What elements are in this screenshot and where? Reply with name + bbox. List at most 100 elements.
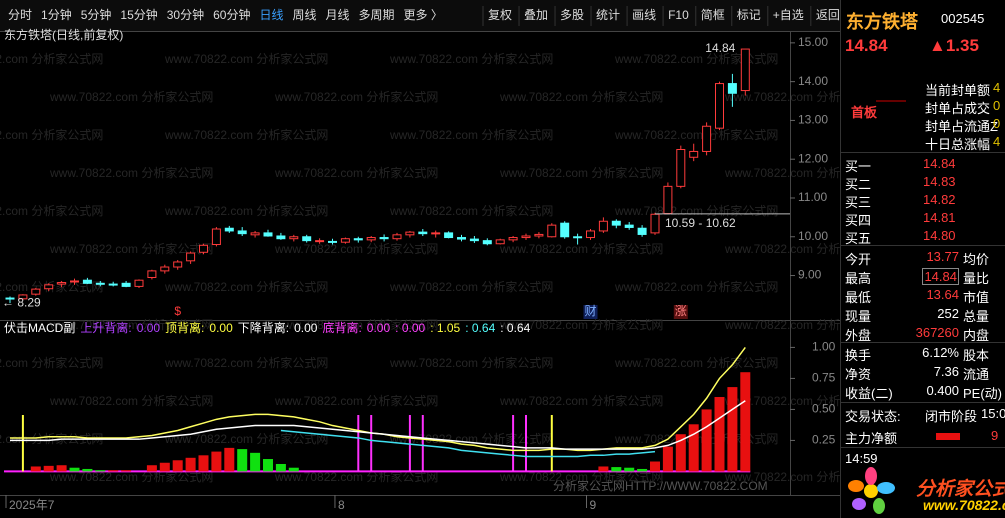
candle-body (663, 185, 673, 214)
watermark: www.70822.com 分析家公式网 (499, 165, 663, 180)
toolbar-button[interactable]: 叠加 (524, 8, 548, 22)
toolbar-button[interactable]: 简框 (701, 8, 725, 22)
toolbar-button[interactable]: +自选 (773, 8, 804, 22)
candle-body (289, 236, 299, 240)
marker-bg (583, 305, 598, 319)
histogram-bar (69, 467, 80, 472)
candle-body (366, 237, 376, 241)
histogram-bar (701, 409, 712, 472)
marker-bg (170, 305, 185, 319)
histogram-bar (714, 397, 725, 472)
toolbar-button[interactable]: 复权 (488, 8, 512, 22)
watermark: www.70822.com 分析家公式网 (274, 317, 438, 332)
toolbar-button[interactable]: 画线 (632, 8, 656, 22)
candle-body (379, 237, 389, 240)
toolbar-button[interactable]: 多股 (560, 8, 584, 22)
histogram-bar (108, 470, 119, 472)
candle-body (637, 227, 647, 235)
seal-value: 0 (993, 98, 1001, 113)
histogram-bar (740, 372, 751, 472)
watermark: www.70822.com 分析家公式网 (49, 241, 213, 256)
candle-body (495, 239, 505, 245)
stat-label: PE(动) (963, 386, 1003, 401)
seal-label: 十日总涨幅 (925, 137, 991, 152)
stat-label: 市值 (963, 290, 990, 305)
candle-body (224, 227, 234, 232)
stat-value: 14.84 (922, 268, 959, 285)
legend-item: 0.00 (294, 321, 318, 335)
watermark: www.70822.com 分析家公式网 (724, 393, 840, 408)
book-price: 14.81 (923, 210, 956, 225)
period-tab[interactable]: 15分钟 (120, 7, 157, 22)
period-tab[interactable]: 月线 (326, 8, 350, 22)
candle-body (147, 270, 157, 278)
period-tab[interactable]: 更多 〉 (404, 8, 443, 22)
toolbar-button[interactable]: 统计 (596, 8, 620, 22)
candle-body (211, 228, 221, 246)
histogram-bar (727, 387, 738, 472)
period-tab[interactable]: 周线 (292, 8, 316, 22)
y-tick-label: 10.00 (798, 229, 828, 243)
period-tab[interactable]: 多周期 (359, 8, 395, 22)
period-tab[interactable]: 5分钟 (81, 7, 112, 22)
legend-item: : 1.05 (430, 321, 460, 335)
y-tick-label: 11.00 (798, 190, 827, 204)
period-tab[interactable]: 1分钟 (41, 7, 72, 22)
watermark: www.70822.com 分析家公式网 (614, 51, 778, 66)
annotation: ← 8.29 (2, 295, 41, 309)
watermark: www.70822.com 分析家公式网 (389, 127, 553, 142)
histogram-bar (288, 467, 299, 472)
x-tick-label: 8 (338, 498, 345, 512)
watermark: www.70822.com 分析家公式网 (839, 431, 840, 446)
period-tab[interactable]: 60分钟 (213, 7, 250, 22)
stat-label: 今开 (845, 252, 872, 267)
marker: 涨 (675, 303, 687, 318)
candle-body (457, 237, 466, 240)
toolbar-button[interactable]: F10 (668, 8, 689, 22)
candle-body (689, 150, 699, 158)
candle-body (598, 220, 608, 232)
watermark: www.70822.com 分析家公式网 (164, 203, 328, 218)
toolbar-button[interactable]: 返回 (816, 8, 840, 22)
watermark: www.70822.com 分析家公式网 (164, 127, 328, 142)
candle-body (573, 236, 583, 239)
watermark: www.70822.com 分析家公式网 (0, 203, 103, 218)
candle-body (173, 261, 183, 268)
y-tick-label: 9.00 (798, 268, 822, 282)
period-tab[interactable]: 分时 (8, 8, 32, 22)
period-tab[interactable]: 日线 (259, 8, 283, 22)
candle-body (160, 266, 170, 272)
annotation: 10.59 - 10.62 (665, 216, 736, 230)
book-label: 买三 (845, 195, 872, 210)
candle-body (444, 232, 454, 239)
candle-body (263, 232, 273, 237)
candle-body (740, 48, 750, 92)
candle-body (702, 125, 712, 152)
histogram-bar (624, 467, 635, 472)
stat-label: 最低 (845, 290, 872, 305)
quote-panel: 东方铁塔 002545 14.84 ▲1.35 首板 分析家公式网 www.70… (840, 0, 1005, 518)
marker-bg (673, 305, 688, 319)
book-price: 14.80 (923, 228, 956, 243)
candle-body (70, 280, 79, 283)
book-label: 买四 (845, 213, 872, 228)
watermark: www.70822.com 分析家公式网 (839, 355, 840, 370)
legend-item: 0.00 (137, 321, 161, 335)
histogram-bar (121, 470, 132, 472)
candle-body (676, 149, 686, 187)
watermark: www.70822.com 分析家公式网 (724, 317, 840, 332)
histogram-bar (637, 468, 648, 472)
watermark: www.70822.com 分析家公式网 (389, 203, 553, 218)
histogram-bar (250, 452, 261, 472)
toolbar-button[interactable]: 标记 (737, 8, 761, 22)
candle-body (186, 252, 196, 262)
book-label: 买五 (845, 231, 872, 246)
watermark: www.70822.com 分析家公式网 (499, 469, 663, 484)
watermark: www.70822.com 分析家公式网 (0, 355, 103, 370)
stat-label: 总量 (963, 309, 990, 324)
period-tab[interactable]: 30分钟 (167, 7, 204, 22)
y-tick-label: 12.00 (798, 151, 828, 165)
marker: $ (174, 304, 181, 318)
candle-body (405, 231, 415, 236)
